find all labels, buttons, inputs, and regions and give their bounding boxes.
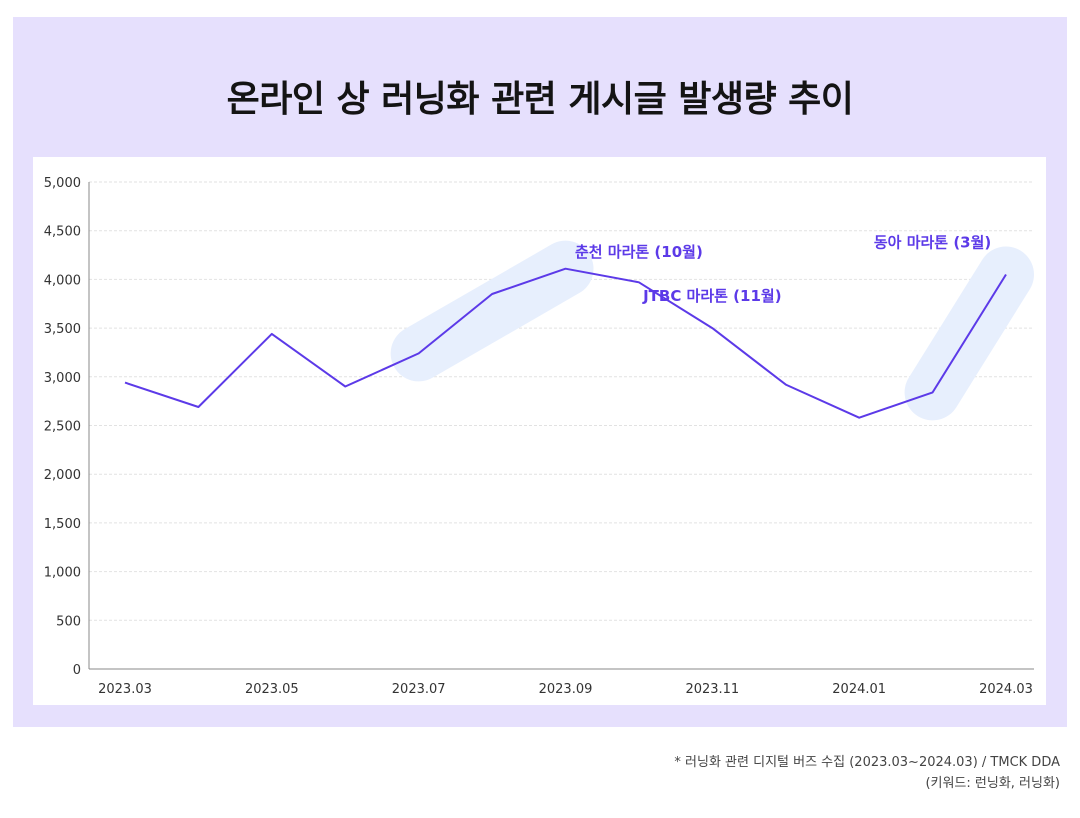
y-tick-label: 1,000 [44, 566, 81, 581]
x-tick-label: 2023.07 [392, 682, 446, 697]
x-tick-label: 2024.01 [832, 682, 886, 697]
y-tick-label: 1,500 [44, 517, 81, 532]
line-chart: 0 500 1,000 1,500 2,000 2,500 3,000 3,500 4,000 4… [44, 176, 1034, 697]
event-annotation: 춘천 마라톤 (10월) [575, 243, 703, 261]
y-tick-label: 500 [56, 614, 81, 629]
footnote-keywords: (키워드: 런닝화, 러닝화) [925, 776, 1060, 791]
x-tick-label: 2023.11 [685, 682, 739, 697]
y-tick-label: 3,500 [44, 322, 81, 337]
y-tick-label: 2,500 [44, 420, 81, 435]
y-tick-label: 4,000 [44, 273, 81, 288]
plot-card: 0 500 1,000 1,500 2,000 2,500 3,000 3,500 4,000 4… [33, 157, 1046, 705]
chart-title: 온라인 상 러닝화 관련 게시글 발생량 추이 [226, 79, 854, 120]
y-tick-label: 5,000 [44, 176, 81, 191]
footnote: * 러닝화 관련 디지털 버즈 수집 (2023.03~2024.03) / T… [674, 752, 1060, 794]
x-tick-label: 2023.03 [98, 682, 152, 697]
y-tick-label: 3,000 [44, 371, 81, 386]
footnote-source: * 러닝화 관련 디지털 버즈 수집 (2023.03~2024.03) / T… [674, 755, 1060, 770]
y-tick-label: 4,500 [44, 225, 81, 240]
x-tick-label: 2024.03 [979, 682, 1033, 697]
highlight-band [390, 240, 594, 382]
y-tick-label: 0 [73, 663, 81, 678]
event-annotation: 동아 마라톤 (3월) [874, 233, 991, 251]
y-tick-label: 2,000 [44, 468, 81, 483]
x-tick-label: 2023.05 [245, 682, 299, 697]
series-line [124, 267, 1007, 419]
x-tick-label: 2023.09 [539, 682, 593, 697]
event-annotation: JTBC 마라톤 (11월) [642, 287, 781, 305]
